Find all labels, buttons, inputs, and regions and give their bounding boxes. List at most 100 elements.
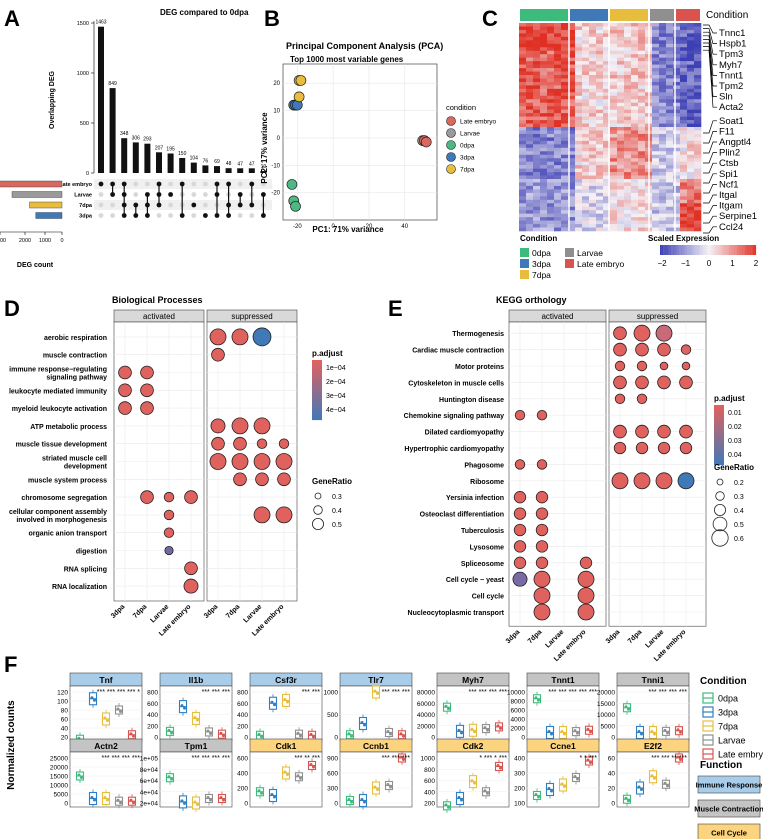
boxplot-y-tick: 400 <box>147 712 158 719</box>
heatmap-cell <box>666 33 674 38</box>
heatmap-cell <box>694 23 702 27</box>
heatmap-cell <box>617 133 625 138</box>
heatmap-cell <box>659 61 667 65</box>
heatmap-cell <box>575 130 583 135</box>
boxplot-y-tick: 5000 <box>54 792 69 799</box>
heatmap-cell <box>673 224 681 228</box>
heatmap-cell <box>589 158 597 162</box>
heatmap-cell <box>659 116 667 121</box>
dotplot-dot <box>140 490 154 504</box>
heatmap-gene-connector <box>703 46 717 97</box>
dotplot-dot <box>635 441 649 455</box>
heatmap-cell <box>652 158 660 162</box>
dotplot-dot <box>209 328 227 346</box>
heatmap-cell <box>624 95 632 100</box>
heatmap-cell <box>610 213 618 218</box>
heatmap-cell <box>568 192 576 197</box>
heatmap-cell <box>638 47 646 52</box>
heatmap-cell <box>526 99 534 104</box>
dotplot-term-label: signaling pathway <box>46 375 107 382</box>
heatmap-cell <box>603 106 611 110</box>
pca-y-tick-label: 20 <box>273 81 280 87</box>
heatmap-cell <box>624 182 632 187</box>
heatmap-cell <box>652 123 660 128</box>
heatmap-cell <box>589 95 597 100</box>
boxplot-point <box>309 763 313 766</box>
heatmap-cell <box>617 158 625 162</box>
pca-x-tick-label: -20 <box>293 224 302 230</box>
heatmap-cell <box>652 185 660 190</box>
heatmap-cell <box>568 85 576 90</box>
heatmap-cell <box>561 217 569 221</box>
heatmap-cell <box>582 75 590 79</box>
heatmap-cell <box>533 140 541 145</box>
heatmap-cell <box>624 203 632 208</box>
heatmap-cell <box>575 40 583 45</box>
heatmap-cell <box>526 78 534 83</box>
dotplot-gr-swatch <box>715 491 725 501</box>
heatmap-cell <box>547 151 555 156</box>
heatmap-cell <box>680 29 688 34</box>
heatmap-cell <box>610 123 618 128</box>
heatmap-cell <box>526 147 534 152</box>
pca-legend-label: Late embryo <box>460 119 497 126</box>
boxplot-y-tick: 0 <box>611 801 615 808</box>
heatmap-cell <box>652 227 660 232</box>
dotplot-padj-segment <box>714 459 724 461</box>
heatmap-gene-label: Itgal <box>719 190 737 201</box>
boxplot-y-tick: 600 <box>237 701 248 708</box>
boxplot-y-tick: 40000 <box>417 712 435 719</box>
upset-bar <box>248 168 255 173</box>
heatmap-cell <box>540 40 548 45</box>
heatmap-cell <box>519 113 527 117</box>
heatmap-cell <box>589 196 597 201</box>
heatmap-cell <box>638 133 646 138</box>
dotplot-dot <box>210 418 226 434</box>
boxplot-y-tick: 0 <box>64 801 68 808</box>
heatmap-scale-segment <box>700 245 702 255</box>
heatmap-cell <box>519 26 527 31</box>
heatmap-cell <box>533 88 541 93</box>
heatmap-cell <box>589 57 597 62</box>
heatmap-cell <box>631 179 639 183</box>
heatmap-cell <box>589 140 597 145</box>
heatmap-cell <box>561 192 569 197</box>
heatmap-gene-label: Sln <box>719 92 733 103</box>
heatmap-cell <box>533 210 541 214</box>
heatmap-cell <box>694 165 702 169</box>
heatmap-cell <box>652 64 660 69</box>
heatmap-cell <box>575 127 583 131</box>
heatmap-cell <box>575 175 583 180</box>
dotplot-dot <box>533 587 551 604</box>
heatmap-scale-segment <box>717 245 720 255</box>
heatmap-cell <box>638 36 646 41</box>
heatmap-cell <box>694 161 702 166</box>
heatmap-cell <box>687 151 695 156</box>
heatmap-cell <box>659 23 667 27</box>
heatmap-cell <box>631 120 639 124</box>
heatmap-cell <box>694 99 702 104</box>
heatmap-cell <box>624 88 632 93</box>
heatmap-cell <box>519 127 527 131</box>
dotplot-padj-segment <box>312 390 322 392</box>
heatmap-scale-segment <box>701 245 704 255</box>
heatmap-cell <box>547 36 555 41</box>
heatmap-cell <box>659 75 667 79</box>
dotplot-padj-segment <box>714 435 724 437</box>
dotplot-dot <box>278 438 290 449</box>
boxplot-point <box>499 726 502 730</box>
heatmap-cell <box>624 133 632 138</box>
heatmap-cell <box>561 123 569 128</box>
heatmap-cell <box>687 116 695 121</box>
heatmap-cell <box>610 130 618 135</box>
pca-ylabel: PC2: 17% variance <box>260 112 269 184</box>
heatmap-cell <box>603 217 611 221</box>
heatmap-cell <box>673 140 681 145</box>
heatmap-cell <box>694 75 702 79</box>
dotplot-dot <box>233 472 247 487</box>
boxplot-point <box>386 730 390 733</box>
heatmap-cell <box>561 116 569 121</box>
heatmap-cell <box>519 172 527 176</box>
heatmap-cell <box>687 57 695 62</box>
heatmap-cell <box>659 213 667 218</box>
